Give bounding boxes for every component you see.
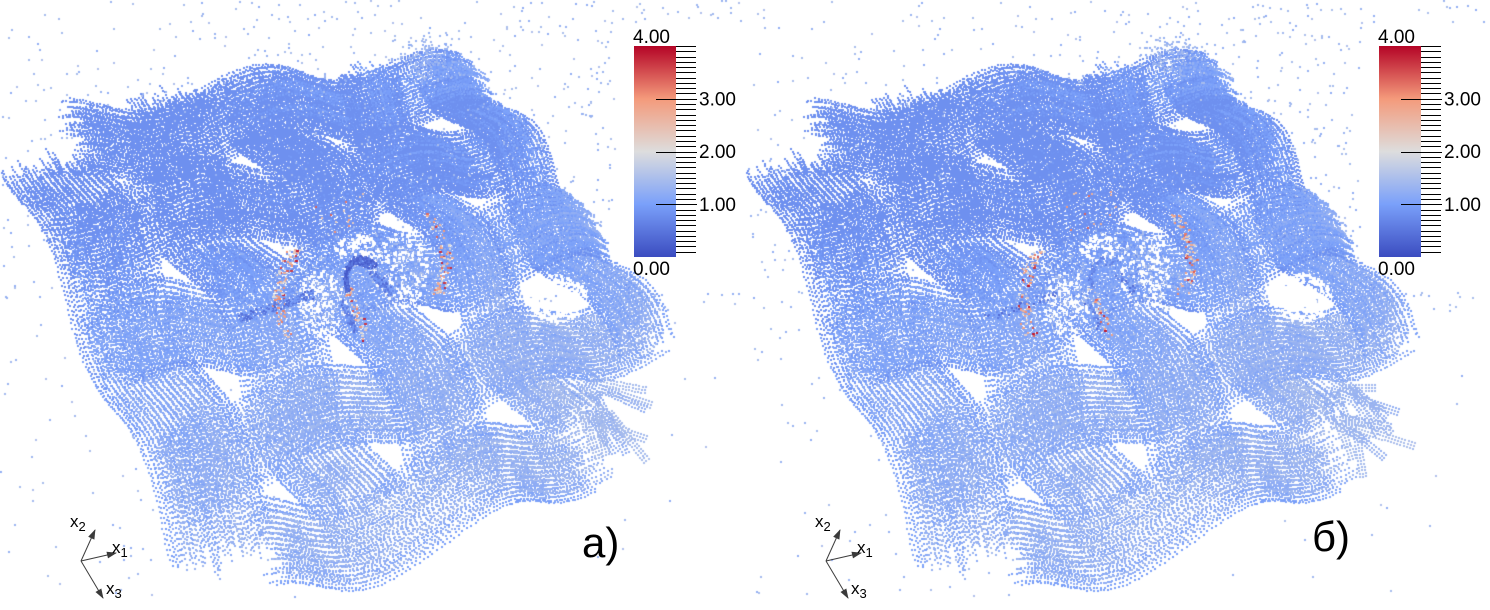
svg-text:x3: x3 [851, 579, 867, 601]
svg-text:1.00: 1.00 [1444, 195, 1481, 216]
svg-text:1.00: 1.00 [699, 195, 736, 216]
svg-text:x3: x3 [106, 579, 122, 601]
svg-text:а): а) [582, 519, 619, 566]
svg-text:0.00: 0.00 [1378, 259, 1415, 280]
svg-text:2.00: 2.00 [1444, 142, 1481, 163]
svg-text:0.00: 0.00 [633, 259, 670, 280]
svg-text:3.00: 3.00 [699, 89, 736, 110]
svg-text:3.00: 3.00 [1444, 89, 1481, 110]
svg-text:x1: x1 [112, 538, 128, 560]
svg-text:4.00: 4.00 [633, 27, 670, 48]
svg-text:x2: x2 [70, 512, 86, 534]
svg-text:2.00: 2.00 [699, 142, 736, 163]
svg-text:4.00: 4.00 [1378, 27, 1415, 48]
svg-text:x2: x2 [815, 512, 831, 534]
svg-text:x1: x1 [857, 538, 873, 560]
svg-text:б): б) [1312, 513, 1350, 560]
